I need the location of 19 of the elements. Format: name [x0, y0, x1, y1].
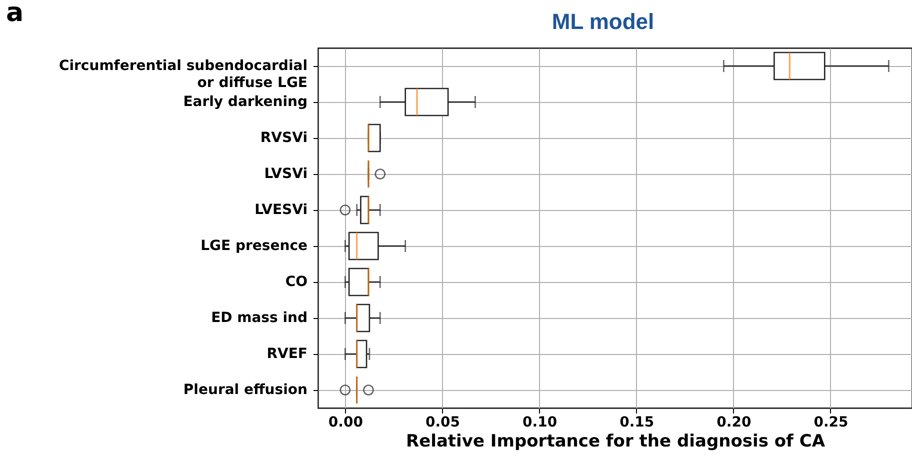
x-axis-title: Relative Importance for the diagnosis of CA: [406, 432, 826, 452]
y-tick-label: RVEF: [266, 346, 308, 362]
y-tick-label: Pleural effusion: [183, 382, 308, 398]
y-tick-label: Circumferential subendocardial or diffuse LGE: [58, 58, 308, 91]
y-tick-label: ED mass ind: [211, 310, 308, 326]
text: a: [6, 0, 24, 28]
x-tick-label: 0.20: [716, 414, 752, 430]
y-tick-label: LVSVi: [264, 166, 308, 182]
y-tick-label: CO: [285, 274, 308, 290]
x-tick-label: 0.00: [328, 414, 364, 430]
x-tick-label: 0.25: [814, 414, 848, 430]
x-tick-label: 0.10: [522, 414, 558, 430]
y-tick-label: LGE presence: [200, 238, 308, 254]
x-tick-label: 0.15: [620, 414, 654, 430]
chart-title: ML model: [552, 9, 654, 34]
y-tick-label: RVSVi: [260, 130, 308, 146]
x-tick-label: 0.05: [425, 414, 460, 430]
y-tick-label: LVESVi: [254, 202, 308, 218]
y-tick-label: Early darkening: [183, 94, 308, 110]
